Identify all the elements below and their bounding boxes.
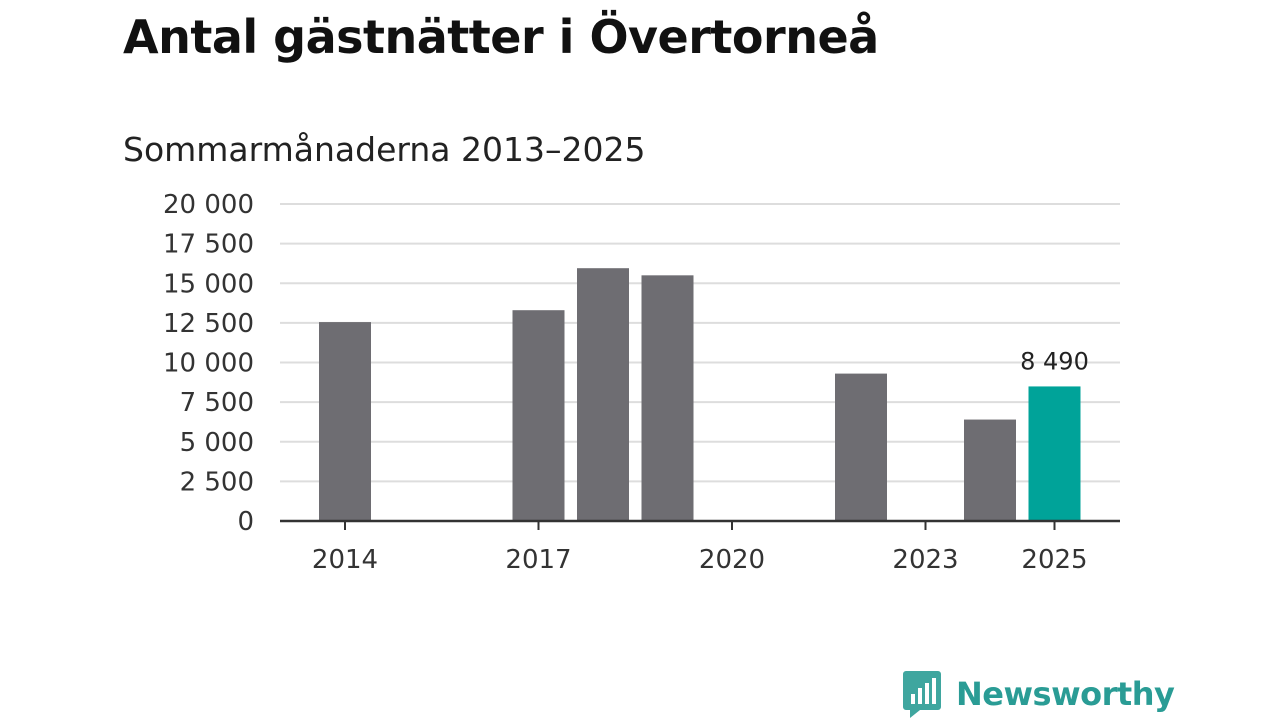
x-tick-label: 2017 [505, 545, 571, 575]
newsworthy-logo-text: Newsworthy [956, 675, 1175, 713]
y-tick-label: 20 000 [163, 190, 254, 220]
y-tick-label: 7 500 [180, 388, 254, 418]
x-tick-label: 2020 [699, 545, 765, 575]
bar [964, 419, 1016, 521]
data-label: 8 490 [1020, 347, 1089, 375]
newsworthy-logo-icon [903, 671, 941, 718]
y-tick-label: 0 [237, 507, 254, 537]
bar-highlight [1028, 386, 1081, 521]
x-tick-label: 2014 [312, 545, 378, 575]
y-tick-label: 17 500 [163, 230, 254, 260]
bar [641, 275, 694, 521]
y-tick-label: 12 500 [163, 309, 254, 339]
newsworthy-logo: Newsworthy [902, 669, 1175, 719]
bar [835, 373, 887, 521]
y-tick-label: 10 000 [163, 349, 254, 379]
x-tick-label: 2025 [1021, 545, 1087, 575]
chart-title: Antal gästnätter i Övertorneå [123, 10, 879, 64]
x-tick-label: 2023 [892, 545, 958, 575]
bar [512, 310, 565, 521]
bar [577, 268, 629, 521]
y-tick-label: 2 500 [180, 467, 254, 497]
bar [319, 322, 371, 521]
y-tick-label: 5 000 [180, 428, 254, 458]
chart-subtitle: Sommarmånaderna 2013–2025 [123, 130, 646, 169]
y-tick-label: 15 000 [163, 269, 254, 299]
